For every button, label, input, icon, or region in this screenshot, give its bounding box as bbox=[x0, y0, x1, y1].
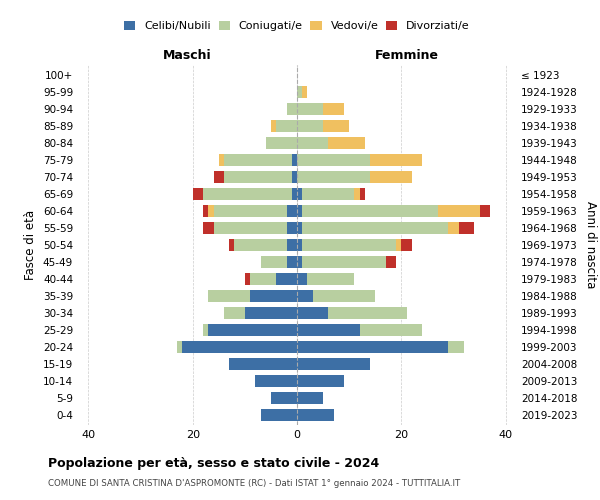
Bar bbox=[297, 120, 323, 132]
Bar bbox=[297, 408, 334, 421]
Bar bbox=[297, 358, 370, 370]
Bar bbox=[245, 273, 250, 285]
Bar bbox=[224, 171, 292, 183]
Bar bbox=[297, 392, 323, 404]
Bar bbox=[328, 137, 365, 149]
Bar bbox=[302, 86, 307, 99]
Bar bbox=[297, 307, 328, 319]
Bar bbox=[260, 256, 287, 268]
Bar bbox=[229, 358, 297, 370]
Bar bbox=[245, 307, 297, 319]
Y-axis label: Fasce di età: Fasce di età bbox=[25, 210, 37, 280]
Bar bbox=[203, 324, 208, 336]
Bar bbox=[255, 374, 297, 387]
Bar bbox=[302, 205, 438, 217]
Bar bbox=[271, 120, 276, 132]
Bar bbox=[203, 188, 292, 200]
Bar bbox=[438, 205, 479, 217]
Bar bbox=[292, 171, 297, 183]
Bar bbox=[355, 188, 359, 200]
Bar bbox=[302, 239, 396, 251]
Text: Popolazione per età, sesso e stato civile - 2024: Popolazione per età, sesso e stato civil… bbox=[48, 458, 379, 470]
Bar bbox=[297, 273, 307, 285]
Bar bbox=[297, 324, 359, 336]
Text: COMUNE DI SANTA CRISTINA D'ASPROMONTE (RC) - Dati ISTAT 1° gennaio 2024 - TUTTIT: COMUNE DI SANTA CRISTINA D'ASPROMONTE (R… bbox=[48, 479, 460, 488]
Bar bbox=[177, 341, 182, 353]
Bar bbox=[214, 205, 287, 217]
Bar bbox=[250, 273, 276, 285]
Bar bbox=[235, 239, 287, 251]
Bar bbox=[448, 341, 464, 353]
Bar bbox=[448, 222, 458, 234]
Bar bbox=[208, 290, 250, 302]
Bar bbox=[359, 324, 422, 336]
Bar bbox=[323, 120, 349, 132]
Bar bbox=[214, 222, 287, 234]
Bar bbox=[313, 290, 375, 302]
Bar bbox=[328, 307, 407, 319]
Bar bbox=[214, 171, 224, 183]
Bar bbox=[292, 188, 297, 200]
Bar bbox=[297, 256, 302, 268]
Bar bbox=[276, 120, 297, 132]
Bar bbox=[479, 205, 490, 217]
Bar bbox=[276, 273, 297, 285]
Bar bbox=[401, 239, 412, 251]
Bar bbox=[297, 188, 302, 200]
Bar bbox=[359, 188, 365, 200]
Bar bbox=[386, 256, 396, 268]
Bar bbox=[370, 171, 412, 183]
Bar bbox=[323, 103, 344, 116]
Bar bbox=[297, 239, 302, 251]
Bar bbox=[458, 222, 474, 234]
Bar bbox=[297, 341, 448, 353]
Bar bbox=[297, 374, 344, 387]
Bar bbox=[297, 171, 370, 183]
Bar bbox=[292, 154, 297, 166]
Bar bbox=[260, 408, 297, 421]
Bar bbox=[203, 205, 208, 217]
Bar bbox=[271, 392, 297, 404]
Bar bbox=[307, 273, 355, 285]
Bar bbox=[302, 222, 448, 234]
Bar bbox=[302, 188, 355, 200]
Bar bbox=[396, 239, 401, 251]
Bar bbox=[370, 154, 422, 166]
Bar bbox=[203, 222, 214, 234]
Bar bbox=[297, 154, 370, 166]
Bar bbox=[287, 256, 297, 268]
Bar bbox=[224, 307, 245, 319]
Bar bbox=[287, 103, 297, 116]
Bar bbox=[302, 256, 386, 268]
Bar bbox=[297, 222, 302, 234]
Bar bbox=[287, 222, 297, 234]
Bar bbox=[219, 154, 224, 166]
Bar bbox=[297, 205, 302, 217]
Bar bbox=[297, 103, 323, 116]
Legend: Celibi/Nubili, Coniugati/e, Vedovi/e, Divorziati/e: Celibi/Nubili, Coniugati/e, Vedovi/e, Di… bbox=[122, 18, 472, 33]
Bar bbox=[208, 324, 297, 336]
Bar bbox=[297, 290, 313, 302]
Bar bbox=[266, 137, 297, 149]
Bar bbox=[193, 188, 203, 200]
Bar bbox=[182, 341, 297, 353]
Bar bbox=[208, 205, 214, 217]
Y-axis label: Anni di nascita: Anni di nascita bbox=[584, 202, 597, 288]
Text: Maschi: Maschi bbox=[163, 50, 212, 62]
Bar bbox=[224, 154, 292, 166]
Bar bbox=[250, 290, 297, 302]
Bar bbox=[297, 137, 328, 149]
Bar bbox=[229, 239, 235, 251]
Bar bbox=[297, 86, 302, 99]
Text: Femmine: Femmine bbox=[374, 50, 439, 62]
Bar bbox=[287, 239, 297, 251]
Bar bbox=[287, 205, 297, 217]
